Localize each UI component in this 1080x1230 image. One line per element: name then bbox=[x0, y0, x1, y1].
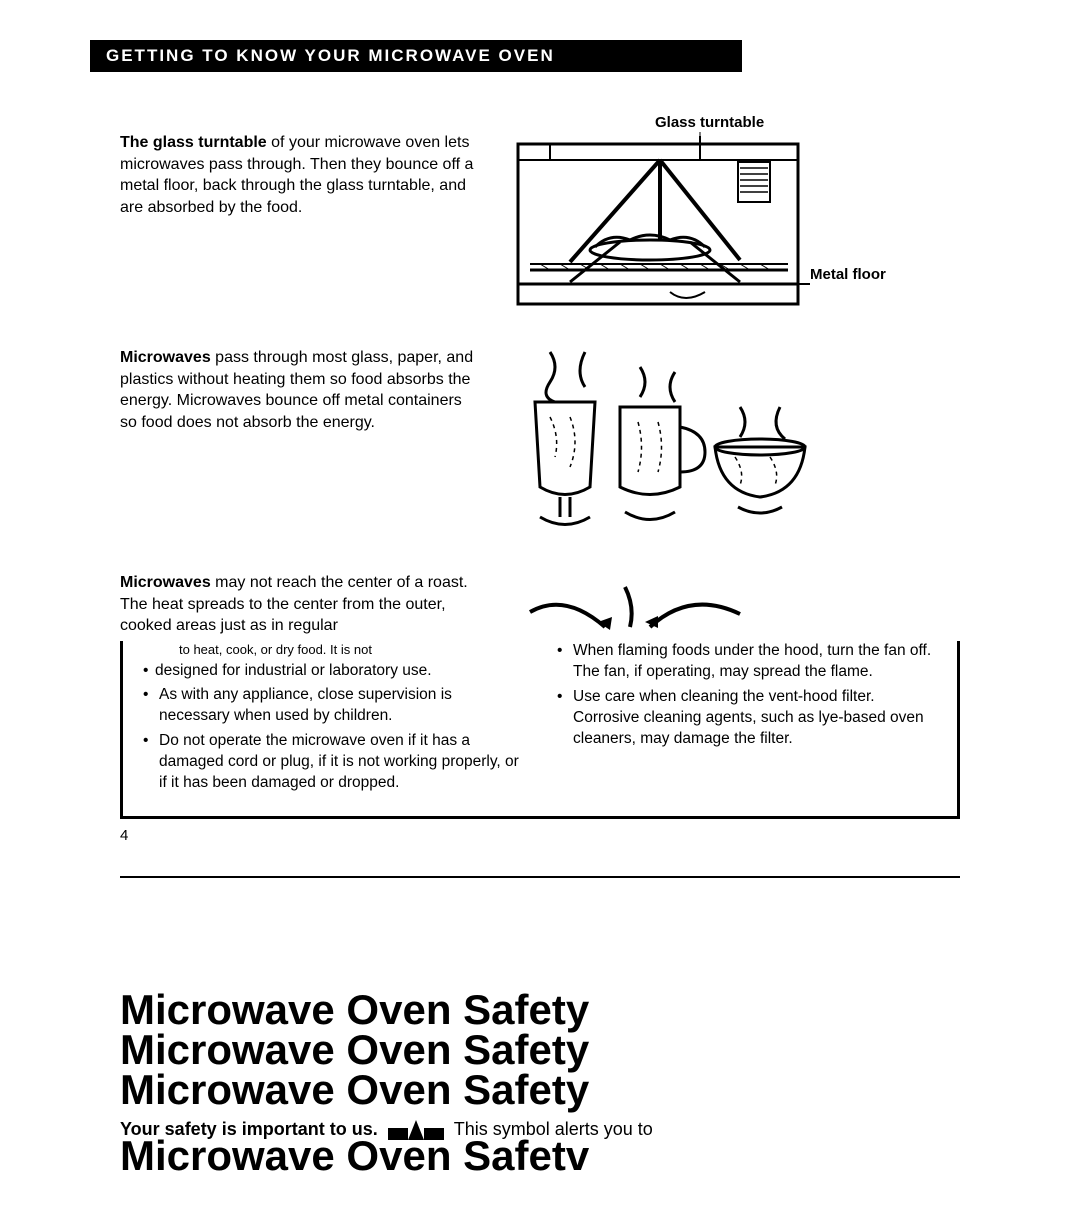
safety-box: to heat, cook, or dry food. It is not de… bbox=[120, 641, 960, 819]
fragment-text: to heat, cook, or dry food. It is not bbox=[179, 641, 525, 659]
safety-box-right: When flaming foods under the hood, turn … bbox=[555, 641, 939, 798]
text-microwaves-roast: Microwaves may not reach the center of a… bbox=[120, 572, 480, 637]
text-microwaves-pass: Microwaves pass through most glass, pape… bbox=[120, 347, 480, 433]
text-glass-turntable: The glass turntable of your microwave ov… bbox=[120, 132, 480, 218]
bold-mw3: Microwaves bbox=[120, 574, 211, 591]
safety-title-partial: Microwave Oven Safetv bbox=[120, 1134, 960, 1178]
section-header: GETTING TO KNOW YOUR MICROWAVE OVEN bbox=[90, 40, 742, 72]
box-left-item-1: As with any appliance, close supervision… bbox=[155, 685, 525, 727]
divider bbox=[120, 876, 960, 878]
containers-diagram-icon bbox=[510, 347, 820, 537]
page-number: 4 bbox=[120, 827, 960, 844]
diagram-microwave-cutaway: Glass turntable Metal floor bbox=[510, 132, 960, 317]
roast-arrows-icon bbox=[510, 572, 770, 642]
row-glass-turntable: The glass turntable of your microwave ov… bbox=[120, 132, 960, 317]
label-metal-floor: Metal floor bbox=[810, 267, 886, 284]
box-right-item-0: When flaming foods under the hood, turn … bbox=[569, 641, 939, 683]
label-glass-turntable: Glass turntable bbox=[655, 114, 764, 131]
bold-glass: The glass turntable bbox=[120, 134, 267, 151]
diagram-containers bbox=[510, 347, 960, 542]
bold-mw2: Microwaves bbox=[120, 349, 211, 366]
safety-box-left: to heat, cook, or dry food. It is not de… bbox=[141, 641, 525, 798]
row-microwaves-pass: Microwaves pass through most glass, pape… bbox=[120, 347, 960, 542]
diagram-roast bbox=[510, 572, 960, 647]
box-right-item-1: Use care when cleaning the vent-hood fil… bbox=[569, 687, 939, 750]
alert-symbol-icon bbox=[388, 1118, 444, 1140]
box-left-item-0: designed for industrial or laboratory us… bbox=[155, 661, 525, 682]
box-left-item-2: Do not operate the microwave oven if it … bbox=[155, 731, 525, 794]
safety-title-3: Microwave Oven Safety bbox=[120, 1068, 960, 1112]
microwave-diagram-icon bbox=[510, 132, 810, 312]
row-microwaves-roast: Microwaves may not reach the center of a… bbox=[120, 572, 960, 647]
